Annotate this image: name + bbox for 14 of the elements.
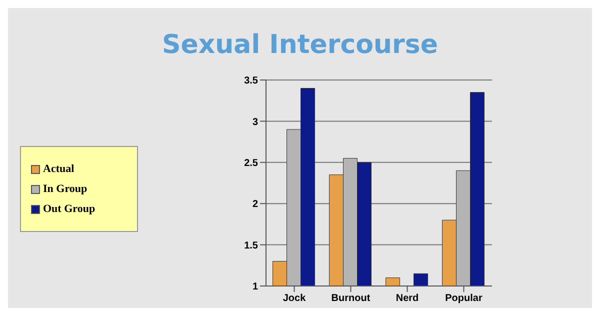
y-tick-label: 2.5 [244,158,258,169]
y-tick-label: 3.5 [244,76,258,87]
y-tick-label: 1 [252,282,258,293]
x-tick-label: Popular [445,293,482,304]
x-tick-label: Nerd [396,293,419,304]
legend-label: In Group [43,183,88,195]
chart-title: Sexual Intercourse [161,29,439,62]
y-tick-label: 2 [252,199,258,210]
x-tick-label: Jock [282,293,306,304]
y-tick-label: 1.5 [244,240,258,252]
y-tick-label: 3 [252,116,258,128]
legend-label: Out Group [43,203,96,215]
x-tick-label: Burnout [331,293,371,304]
legend-label: Actual [43,163,74,175]
